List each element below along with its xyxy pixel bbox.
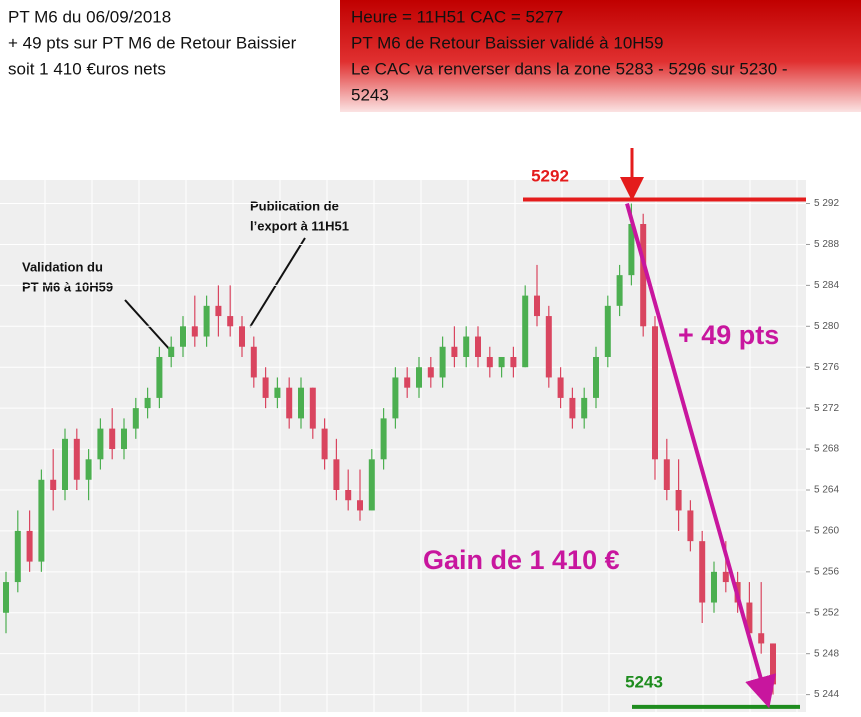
candle-body — [14, 530, 21, 583]
y-tick-label: 5 268 — [814, 444, 839, 455]
candle-body — [239, 326, 245, 347]
y-tick-label: 5 292 — [814, 198, 839, 209]
candle-body — [97, 428, 104, 460]
level-label: 5292 — [531, 166, 569, 185]
candle-body — [50, 479, 57, 490]
candle-body — [498, 356, 505, 368]
candle-body — [770, 643, 776, 685]
alert-line: Heure = 11H51 CAC = 5277 — [351, 7, 563, 26]
candle-body — [758, 633, 765, 644]
alert-line: PT M6 de Retour Baissier validé à 10H59 — [351, 33, 663, 52]
candle-body — [227, 316, 234, 327]
note-line: PT M6 du 06/09/2018 — [8, 7, 171, 26]
alert-line: Le CAC va renverser dans la zone 5283 - … — [351, 59, 788, 78]
candle-body — [38, 479, 45, 562]
candle-body — [121, 428, 127, 450]
candle-body — [215, 305, 222, 317]
y-tick-label: 5 264 — [814, 485, 839, 496]
plot-area — [0, 180, 806, 712]
y-tick-label: 5 256 — [814, 566, 839, 577]
y-tick-label: 5 280 — [814, 321, 839, 332]
candle-body — [109, 428, 116, 450]
annotation: l’export à 11H51 — [250, 218, 349, 233]
annotation: Publication de — [250, 198, 339, 213]
candle-body — [746, 602, 753, 634]
candle-body — [663, 459, 670, 490]
candle-body — [286, 387, 293, 419]
candle-body — [475, 336, 481, 357]
candle-body — [545, 316, 552, 378]
candle-body — [404, 377, 411, 388]
candle-body — [463, 336, 470, 357]
candle-body — [298, 387, 304, 419]
candle-body — [380, 418, 387, 460]
annotation: PT M6 à 10H59 — [22, 279, 113, 294]
candle-body — [73, 438, 80, 480]
annotation: Validation du — [22, 259, 103, 274]
candle-body — [368, 459, 375, 511]
candle-body — [675, 489, 682, 511]
candle-body — [345, 489, 352, 501]
candle-body — [451, 346, 458, 357]
y-tick-label: 5 260 — [814, 526, 839, 537]
candle-body — [439, 346, 446, 378]
candle-body — [687, 510, 694, 542]
candle-body — [144, 397, 151, 409]
candle-body — [3, 582, 9, 613]
candle-body — [203, 305, 210, 337]
alert-line: 5243 — [351, 85, 389, 104]
candle-body — [427, 367, 434, 378]
candle-body — [628, 223, 635, 276]
y-tick-label: 5 284 — [814, 280, 839, 291]
candle-body — [640, 223, 647, 327]
candle-body — [510, 356, 517, 368]
candle-body — [711, 571, 717, 603]
candle-body — [534, 295, 540, 317]
candle-body — [191, 326, 198, 337]
candle-body — [392, 377, 399, 419]
candle-body — [180, 326, 186, 347]
candle-body — [132, 408, 139, 429]
move-label: + 49 pts — [678, 320, 779, 350]
alert-box — [340, 0, 861, 112]
candle-body — [581, 397, 588, 419]
candle-body — [699, 541, 706, 603]
y-tick-label: 5 272 — [814, 403, 839, 414]
level-label: 5243 — [625, 672, 663, 691]
y-tick-label: 5 252 — [814, 607, 839, 618]
move-arrow — [625, 202, 776, 709]
candle-body — [569, 397, 576, 419]
candle-body — [168, 346, 175, 357]
y-tick-label: 5 276 — [814, 362, 839, 373]
candle-body — [416, 367, 422, 388]
candle-body — [522, 295, 529, 368]
candle-body — [486, 356, 493, 368]
candle-body — [652, 326, 658, 460]
candle-body — [250, 346, 257, 378]
candle-body — [262, 377, 269, 398]
candle-body — [616, 275, 623, 306]
y-tick-label: 5 244 — [814, 689, 839, 700]
candle-body — [357, 500, 363, 511]
y-tick-label: 5 288 — [814, 239, 839, 250]
pointer — [249, 237, 306, 328]
note-line: soit 1 410 €uros nets — [8, 59, 166, 78]
candle-body — [557, 377, 564, 398]
candle-body — [26, 530, 33, 562]
candle-body — [722, 571, 729, 583]
candle-body — [156, 356, 163, 398]
candle-body — [593, 356, 599, 398]
y-tick-label: 5 248 — [814, 648, 839, 659]
candle-body — [604, 305, 611, 357]
candle-body — [309, 387, 316, 429]
candle-body — [274, 387, 281, 398]
candle-body — [321, 428, 328, 460]
gain-label: Gain de 1 410 € — [423, 545, 620, 575]
candle-body — [333, 459, 340, 490]
candle-body — [85, 459, 92, 480]
candle-body — [62, 438, 68, 490]
note-line: + 49 pts sur PT M6 de Retour Baissier — [8, 33, 297, 52]
